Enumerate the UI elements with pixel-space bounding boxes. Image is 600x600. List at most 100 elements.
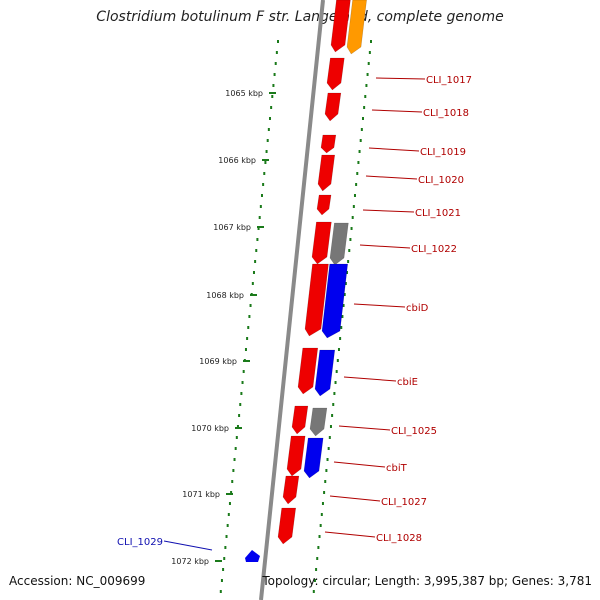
track-dot-left <box>236 425 239 428</box>
track-dot-right <box>315 568 318 571</box>
track-dot-right <box>368 51 371 54</box>
track-dot-right <box>366 73 369 76</box>
ruler-ticks: 1065 kbp 1066 kbp 1067 kbp 1068 kbp 1069 kbp… <box>171 89 276 566</box>
label-leader-line <box>365 175 418 180</box>
track-dot-right <box>363 106 366 109</box>
track-dot-right <box>339 337 342 340</box>
track-dot-left <box>242 370 245 373</box>
label-leader-line <box>343 376 397 382</box>
ruler-tick-label: 1072 kbp <box>171 557 209 566</box>
track-dot-right <box>323 491 326 494</box>
track-dot-left <box>231 480 234 483</box>
track-dot-left <box>234 447 237 450</box>
gene-arrow <box>321 263 348 339</box>
track-dot-left <box>224 546 227 549</box>
gene-label-cli-1021[interactable]: CLI_1021 <box>415 208 461 219</box>
track-dot-right <box>370 40 372 43</box>
label-leader-line <box>163 540 213 551</box>
track-dot-right <box>358 150 361 153</box>
track-dot-left <box>264 161 267 164</box>
gene-arrow <box>245 550 260 562</box>
track-dot-left <box>254 260 257 263</box>
track-dot-right <box>332 403 335 406</box>
gene-label-cbit[interactable]: cbiT <box>386 463 408 474</box>
gene-label-cli-1029[interactable]: CLI_1029 <box>117 537 163 548</box>
ruler-tick-label: 1066 kbp <box>218 156 256 165</box>
track-dot-right <box>364 95 367 98</box>
gene-label-cli-1025[interactable]: CLI_1025 <box>391 426 437 437</box>
ruler-tick-label: 1067 kbp <box>213 223 251 232</box>
gene-arrow <box>324 92 342 122</box>
track-dot-left <box>272 84 275 87</box>
gene-label-cbid[interactable]: cbiD <box>406 303 429 314</box>
gene-label-cbie[interactable]: cbiE <box>397 377 418 388</box>
track-dot-left <box>248 315 251 318</box>
gene-arrow <box>317 154 336 192</box>
ruler-tick-label: 1068 kbp <box>206 291 244 300</box>
gene-label-cli-1019[interactable]: CLI_1019 <box>420 147 466 158</box>
track-dot-left <box>256 238 259 241</box>
track-dot-left <box>244 348 247 351</box>
track-dot-right <box>341 315 344 318</box>
ruler-tick-label: 1069 kbp <box>199 357 237 366</box>
track-dot-right <box>351 216 354 219</box>
track-dot-left <box>241 381 244 384</box>
gene-arrow <box>282 475 300 505</box>
track-dot-right <box>326 458 329 461</box>
track-dot-left <box>219 590 222 593</box>
gene-label-cli-1027[interactable]: CLI_1027 <box>381 497 427 508</box>
ruler-dotted-track-right <box>312 40 372 593</box>
gene-arrow <box>346 0 367 55</box>
gene-label-cli-1022[interactable]: CLI_1022 <box>411 244 457 255</box>
track-dot-right <box>325 469 328 472</box>
track-dot-right <box>317 546 320 549</box>
gene-arrow <box>304 263 329 337</box>
track-dot-left <box>262 183 265 186</box>
track-dot-right <box>324 480 327 483</box>
track-dot-right <box>312 590 315 593</box>
track-dot-right <box>347 260 350 263</box>
track-dot-right <box>336 359 339 362</box>
label-leader-line <box>362 209 415 213</box>
track-dot-right <box>321 502 324 505</box>
track-dot-right <box>319 524 322 527</box>
gene-label-cli-1028[interactable]: CLI_1028 <box>376 533 422 544</box>
gene-arrow <box>330 0 351 53</box>
track-dot-right <box>357 161 360 164</box>
track-dot-right <box>343 293 346 296</box>
track-dot-right <box>320 513 323 516</box>
track-dot-right <box>337 348 340 351</box>
gene-labels: CLI_1017 CLI_1018 CLI_1019 CLI_1020 CLI_1021… <box>117 75 472 551</box>
track-dot-left <box>277 40 279 43</box>
gene-arrow <box>286 435 306 477</box>
gene-arrow <box>277 507 297 545</box>
gene-label-cli-1017[interactable]: CLI_1017 <box>426 75 472 86</box>
track-dot-left <box>228 502 231 505</box>
track-dot-right <box>342 304 345 307</box>
track-dot-left <box>271 95 274 98</box>
track-dot-left <box>268 117 271 120</box>
track-dot-left <box>230 491 233 494</box>
track-dot-left <box>257 227 260 230</box>
track-dot-left <box>273 73 276 76</box>
gene-label-cli-1020[interactable]: CLI_1020 <box>418 175 464 186</box>
track-dot-left <box>263 172 266 175</box>
track-dot-left <box>260 194 263 197</box>
gene-arrow <box>297 347 319 395</box>
track-dot-right <box>361 117 364 120</box>
ruler-dotted-track-left <box>219 40 279 593</box>
label-leader-line <box>324 531 376 538</box>
track-dot-left <box>238 414 241 417</box>
track-dot-left <box>249 304 252 307</box>
label-leader-line <box>333 461 386 468</box>
gene-arrow <box>309 407 328 437</box>
track-dot-left <box>270 106 273 109</box>
track-dot-left <box>239 403 242 406</box>
track-dot-left <box>240 392 243 395</box>
gene-features <box>245 0 367 562</box>
track-dot-right <box>334 381 337 384</box>
gene-arrow <box>311 221 332 265</box>
track-dot-left <box>258 216 261 219</box>
gene-label-cli-1018[interactable]: CLI_1018 <box>423 108 469 119</box>
